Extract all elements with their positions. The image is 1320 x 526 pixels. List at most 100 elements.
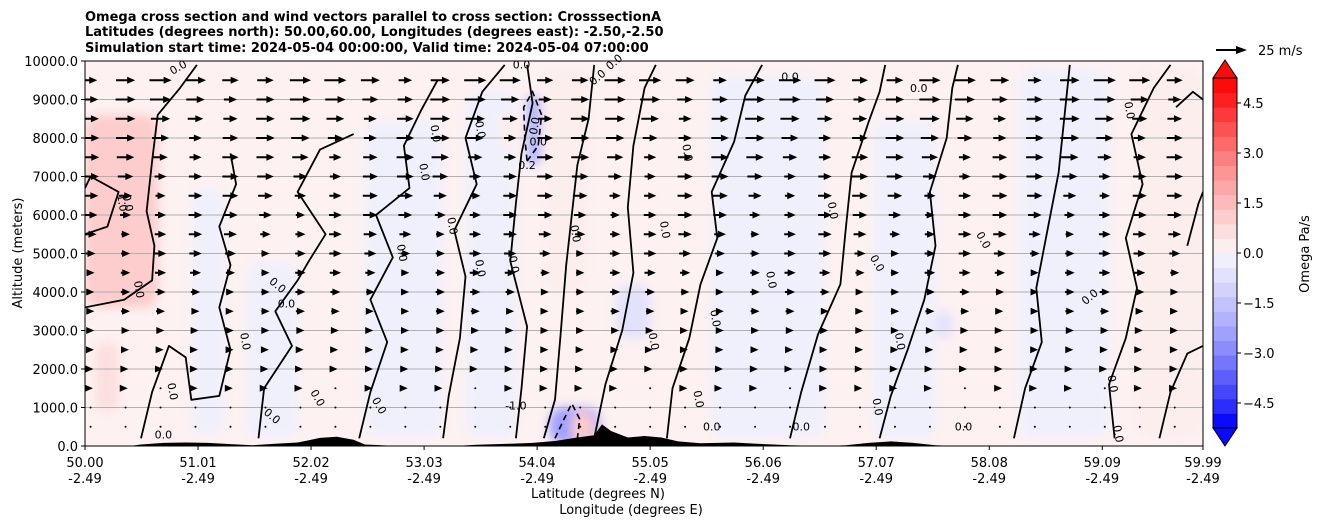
contour-label: 0.0: [444, 216, 460, 235]
wind-vector-head: [89, 211, 98, 219]
wind-vector: [1065, 288, 1075, 296]
wind-vector-head: [932, 96, 941, 103]
wind-vector: [539, 384, 548, 392]
x-axis-label-2: Longitude (degrees E): [559, 503, 703, 518]
wind-vector: [225, 327, 234, 334]
wind-vector-head: [540, 288, 549, 296]
wind-vector: [784, 211, 796, 219]
wind-vector: [502, 115, 518, 123]
wind-vector-head: [645, 327, 654, 334]
wind-vector: [642, 134, 658, 142]
wind-vector-head: [1174, 134, 1183, 142]
wind-vector-head: [609, 384, 618, 392]
wind-vector-head: [932, 76, 941, 84]
wind-vector: [782, 153, 798, 161]
wind-vector: [540, 288, 549, 296]
wind-vector: [470, 307, 480, 315]
wind-vector: [576, 269, 585, 277]
wind-vector-head: [575, 346, 584, 354]
wind-vector-head: [648, 192, 657, 200]
y-tick-label: 6000.0: [33, 209, 79, 224]
wind-vector-dot: [719, 425, 722, 428]
omega-region-negative: [935, 311, 953, 339]
wind-vector-head: [823, 173, 832, 180]
wind-vector: [1027, 96, 1043, 103]
wind-vector: [474, 425, 477, 428]
wind-vector-head: [820, 327, 829, 334]
wind-vector: [649, 425, 652, 428]
wind-vector: [435, 288, 446, 296]
wind-vector: [885, 115, 905, 123]
wind-vector: [1062, 173, 1078, 180]
wind-vector: [329, 230, 342, 238]
wind-vector-head: [508, 173, 517, 180]
wind-vector-head: [297, 230, 306, 238]
wind-vector-head: [1099, 346, 1108, 354]
wind-vector-dot: [684, 425, 687, 428]
wind-vector: [537, 211, 553, 219]
wind-vector: [784, 173, 796, 180]
wind-vector: [1064, 211, 1076, 219]
wind-vector: [994, 269, 1005, 277]
contour-label: 0.0: [763, 270, 779, 289]
contour-line-zero: [1186, 191, 1203, 247]
wind-vector-head: [787, 250, 796, 257]
wind-vector-head: [685, 96, 694, 103]
wind-vector: [784, 288, 796, 296]
wind-vector-head: [999, 96, 1008, 103]
wind-vector-head: [471, 327, 480, 334]
contour-label: 0.0: [394, 243, 410, 262]
wind-vector: [1094, 96, 1116, 103]
wind-vector-head: [230, 153, 239, 161]
contour-line-negative: [522, 89, 543, 162]
wind-vector: [604, 76, 626, 84]
wind-vector: [189, 365, 198, 373]
wind-vector-head: [194, 230, 203, 238]
wind-vector-dot: [754, 425, 757, 428]
wind-vector-head: [1030, 307, 1039, 315]
wind-vector: [184, 76, 207, 84]
wind-vector: [366, 288, 375, 296]
wind-vector: [1169, 384, 1178, 392]
x-tick-label-lat: 54.04: [519, 456, 556, 471]
wind-vector: [86, 288, 95, 296]
wind-vector-head: [683, 134, 692, 142]
x-axis: 50.00-2.4951.01-2.4952.02-2.4953.03-2.49…: [66, 446, 1222, 487]
omega-region-negative: [873, 122, 936, 439]
wind-vector: [295, 230, 306, 238]
wind-vector: [504, 250, 517, 257]
wind-vector-head: [266, 153, 275, 161]
wind-vector-head: [122, 288, 131, 296]
wind-vector: [431, 153, 450, 161]
wind-vector-dot: [719, 406, 722, 409]
wind-vector-dot: [369, 425, 372, 428]
wind-vector: [1068, 425, 1071, 428]
wind-vector: [430, 76, 450, 84]
wind-vector: [890, 346, 899, 354]
wind-vector-head: [787, 192, 796, 200]
wind-vector: [571, 96, 590, 103]
wind-vector-head: [648, 153, 657, 161]
wind-vector: [256, 153, 275, 161]
wind-vector-head: [612, 230, 621, 238]
wind-vector: [155, 288, 166, 296]
wind-vector: [435, 346, 444, 354]
wind-vector-dot: [474, 387, 477, 390]
wind-vector: [609, 384, 618, 392]
wind-vector-head: [1170, 327, 1179, 334]
wind-vector: [1026, 115, 1044, 123]
wind-vector-head: [230, 134, 239, 142]
wind-vector-head: [1032, 230, 1041, 238]
wind-vector: [360, 76, 380, 84]
wind-vector: [435, 307, 445, 315]
wind-vector: [995, 288, 1005, 296]
wind-vector-head: [472, 269, 481, 277]
wind-vector: [1103, 425, 1106, 428]
wind-vector-dot: [1068, 425, 1071, 428]
wind-vector: [818, 134, 832, 142]
wind-vector: [789, 406, 792, 409]
wind-vector: [85, 115, 99, 123]
wind-vector: [607, 153, 624, 161]
wind-vector-head: [90, 192, 99, 200]
wind-vector: [435, 365, 444, 373]
